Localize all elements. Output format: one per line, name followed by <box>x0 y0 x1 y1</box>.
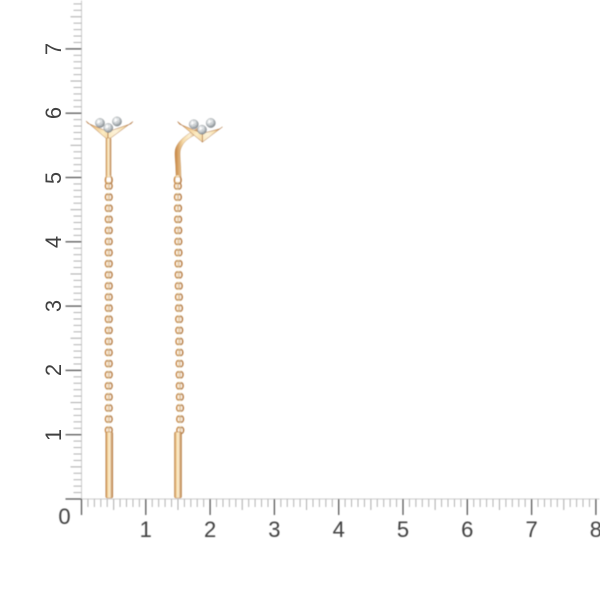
svg-text:3: 3 <box>268 517 280 542</box>
svg-text:2: 2 <box>204 517 216 542</box>
svg-text:5: 5 <box>397 517 409 542</box>
svg-text:8: 8 <box>590 517 600 542</box>
svg-text:7: 7 <box>525 517 537 542</box>
svg-text:1: 1 <box>140 517 152 542</box>
svg-text:6: 6 <box>461 517 473 542</box>
svg-text:4: 4 <box>333 517 345 542</box>
svg-text:0: 0 <box>58 504 70 529</box>
